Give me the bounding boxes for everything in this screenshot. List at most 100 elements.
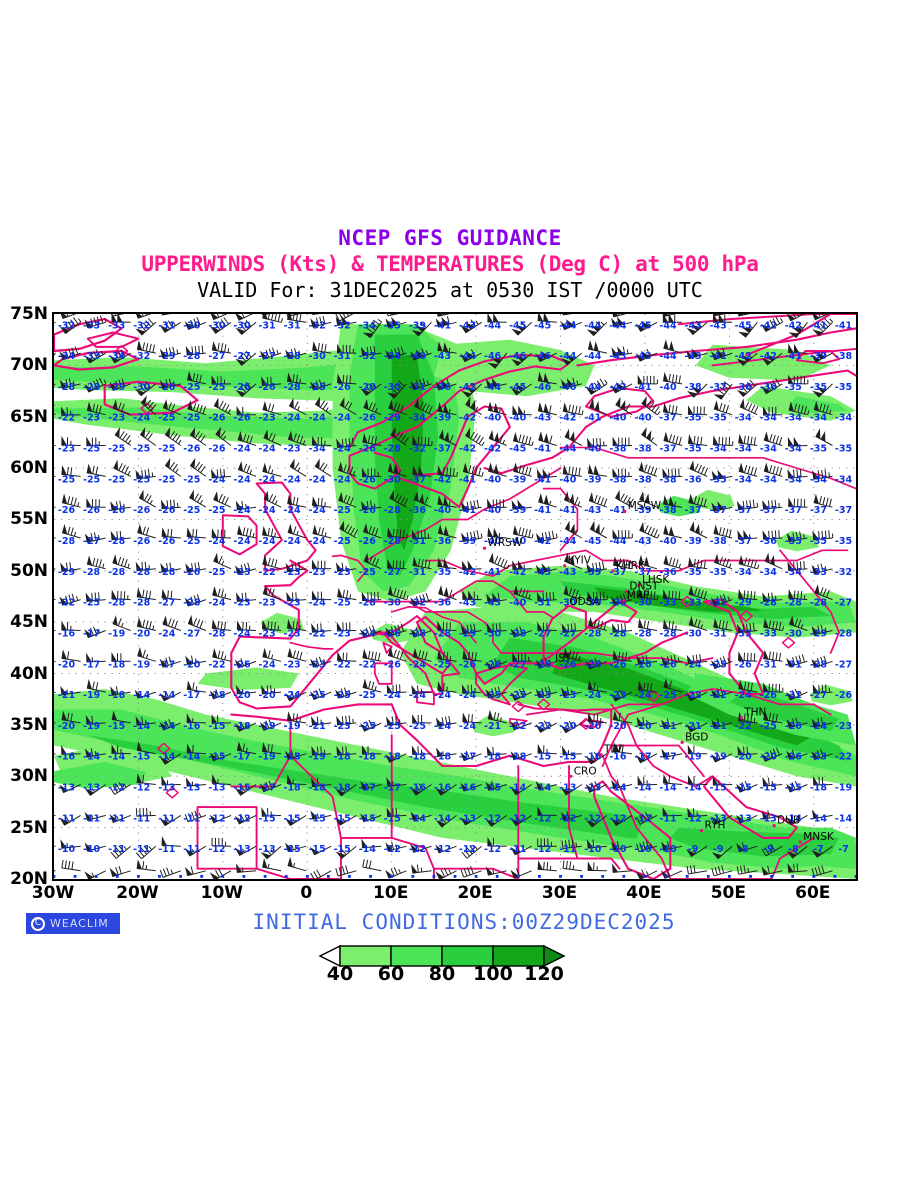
temperature-value: -30 <box>133 382 151 393</box>
city-label-mnsk: MNSK <box>798 831 835 844</box>
wind-barb <box>812 469 833 480</box>
temperature-value: -30 <box>233 320 251 331</box>
temperature-value: -42 <box>735 351 752 362</box>
wind-barb <box>336 715 357 726</box>
temperature-value: -41 <box>810 320 827 331</box>
temperature-value: -13 <box>83 783 100 794</box>
city-marker-icon <box>563 564 567 568</box>
wind-barb <box>412 465 432 477</box>
wind-barb <box>786 654 808 667</box>
temperature-value: -12 <box>559 813 576 824</box>
temperature-value: -34 <box>710 444 728 455</box>
temperature-value: -44 <box>559 351 577 362</box>
wind-barb <box>311 559 332 570</box>
temperature-value: -23 <box>534 690 551 701</box>
temperature-value: -22 <box>258 567 275 578</box>
wind-barb <box>412 713 432 724</box>
temperature-value: -23 <box>284 659 301 670</box>
wind-barb <box>111 710 131 724</box>
wind-barb <box>637 588 659 601</box>
wind-barb <box>612 436 633 447</box>
wind-barb <box>685 690 708 702</box>
temperature-value: -35 <box>685 567 702 578</box>
temperature-value: -24 <box>284 474 302 485</box>
temperature-value: -15 <box>785 783 802 794</box>
temperature-value: -29 <box>384 413 401 424</box>
wind-barb <box>287 856 307 872</box>
title-line-agency: NCEP GFS GUIDANCE <box>338 226 562 250</box>
temperature-value: -12 <box>133 783 150 794</box>
colorbar-label-100: 100 <box>473 963 513 985</box>
wind-barb <box>812 684 833 694</box>
wind-barb <box>738 321 758 338</box>
temperature-value: -9 <box>688 844 699 855</box>
wind-barb <box>763 618 784 631</box>
temperature-value: -25 <box>208 505 225 516</box>
temperature-value: -23 <box>258 413 275 424</box>
temperature-value: -40 <box>409 351 427 362</box>
wind-barb <box>562 745 582 756</box>
temperature-value: -32 <box>133 320 150 331</box>
wind-barb <box>486 377 507 389</box>
temperature-value: -24 <box>284 690 302 701</box>
temperature-value: -25 <box>158 444 175 455</box>
city-marker-icon <box>599 753 603 757</box>
wind-barb <box>460 623 482 635</box>
wind-barb <box>288 397 307 416</box>
wind-barb <box>663 524 683 539</box>
wind-barb <box>536 468 557 479</box>
temperature-value: -26 <box>208 444 226 455</box>
temperature-value: -24 <box>409 659 427 670</box>
wind-barb <box>60 685 81 696</box>
temperature-value: -28 <box>58 382 76 393</box>
x-tick-10E: 10E <box>373 883 409 903</box>
temperature-value: -8 <box>788 844 799 855</box>
temperature-value: -14 <box>659 783 677 794</box>
wind-barb <box>512 652 532 662</box>
temperature-value: -7 <box>813 844 824 855</box>
geo-line <box>669 837 815 879</box>
wind-barb <box>460 349 482 363</box>
geo-line <box>399 405 511 509</box>
temperature-value: -29 <box>810 629 827 640</box>
temperature-value: -26 <box>359 413 377 424</box>
y-tick-30N: 30N <box>10 766 48 787</box>
wind-barb <box>286 618 307 631</box>
temperature-value: -21 <box>685 721 702 732</box>
weaclim-logo: C WEACLIM <box>26 913 120 934</box>
wind-barb <box>786 717 808 729</box>
wind-barb <box>234 721 257 732</box>
temperature-value: -18 <box>434 752 452 763</box>
temperature-value: -19 <box>258 752 275 763</box>
weather-map[interactable]: -32 -33 -33 -32 -31 -30 -30 -30 -31 -31 -32 -32 -34-… <box>52 312 858 881</box>
wind-barb <box>714 553 733 570</box>
temperature-value: -38 <box>609 444 627 455</box>
city-name: RYH <box>705 820 726 832</box>
temperature-value: -31 <box>710 598 727 609</box>
temperature-value: -26 <box>158 505 176 516</box>
temperature-value: -28 <box>810 598 828 609</box>
temperature-value: -10 <box>634 844 652 855</box>
temperature-value: -15 <box>735 783 752 794</box>
axis-tick-dot <box>474 875 478 878</box>
wind-barb <box>388 399 407 416</box>
wind-barb <box>363 552 382 570</box>
temperature-value: -43 <box>685 320 702 331</box>
wind-barb <box>136 340 156 354</box>
wind-barb <box>363 523 382 539</box>
temperature-value: -25 <box>183 536 200 547</box>
temperature-value: -19 <box>309 752 326 763</box>
temperature-value: -29 <box>735 598 752 609</box>
temperature-value: -36 <box>434 536 452 547</box>
temperature-value: -25 <box>158 413 175 424</box>
wind-barb <box>135 381 157 397</box>
temperature-value: -28 <box>359 598 377 609</box>
wind-barb <box>588 616 608 631</box>
temperature-value: -14 <box>434 813 452 824</box>
wind-barb <box>213 491 232 508</box>
wind-barb <box>587 861 607 872</box>
temperature-value: -37 <box>434 444 451 455</box>
temperature-value: -26 <box>233 382 251 393</box>
wind-barb <box>688 615 708 631</box>
wind-barb <box>60 839 81 849</box>
